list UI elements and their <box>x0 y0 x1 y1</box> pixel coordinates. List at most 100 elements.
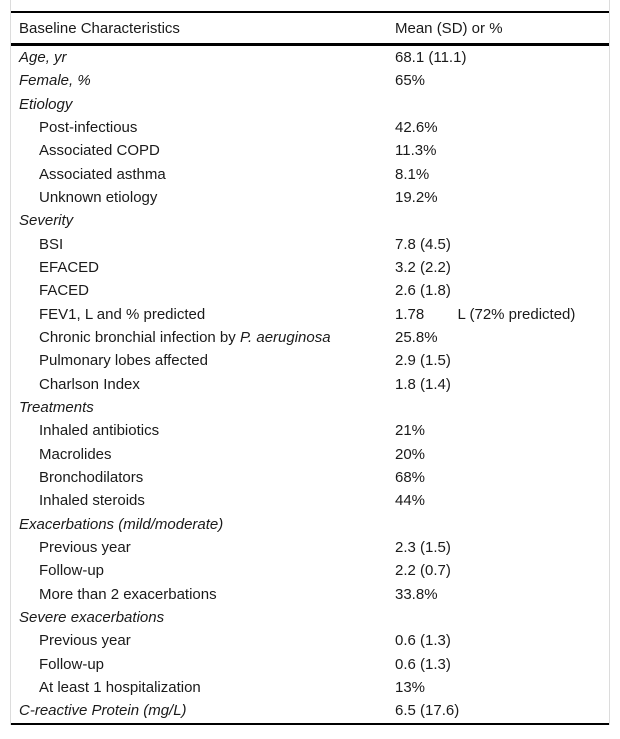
row-value: 7.8 (4.5) <box>395 235 451 253</box>
row-label-text: Unknown etiology <box>39 189 158 207</box>
row-label-text: Macrolides <box>39 445 112 463</box>
row-label: Inhaled antibiotics <box>11 422 395 439</box>
row-value: 42.6% <box>395 119 438 137</box>
table-row: Bronchodilators 68% <box>11 466 609 489</box>
row-label-text: Follow-up <box>39 655 105 673</box>
row-label-text: Charlson Index <box>39 375 140 393</box>
row-label-text: Etiology <box>19 95 73 113</box>
row-label-text: Female, % <box>19 72 91 90</box>
row-label: Previous year <box>11 632 395 649</box>
table-row: Associated asthma 8.1% <box>11 163 609 186</box>
row-label-text: BSI <box>39 235 64 253</box>
table-row: Unknown etiology 19.2% <box>11 186 609 209</box>
row-value: 1.78 L (72% predicted) <box>395 305 576 323</box>
row-label: Exacerbations (mild/moderate) <box>11 516 395 533</box>
table-row: Previous year 0.6 (1.3) <box>11 629 609 652</box>
row-label-text: At least 1 hospitalization <box>39 679 201 697</box>
table-row: Inhaled antibiotics 21% <box>11 419 609 442</box>
row-value: 0.6 (1.3) <box>395 655 451 673</box>
table-row: At least 1 hospitalization 13% <box>11 676 609 699</box>
row-label-text: Treatments <box>19 399 94 417</box>
row-label-text: Age, yr <box>19 49 67 67</box>
row-value: 19.2% <box>395 189 438 207</box>
table-row: Female, % 65% <box>11 69 609 92</box>
row-value: 0.6 (1.3) <box>395 632 451 650</box>
row-label-text: Exacerbations (mild/moderate) <box>19 515 224 533</box>
table-top-rule <box>11 11 609 13</box>
row-label: Age, yr <box>11 49 395 66</box>
top-spacer <box>11 0 609 11</box>
row-label: FACED <box>11 282 395 299</box>
row-value: 3.2 (2.2) <box>395 259 451 277</box>
row-label: Etiology <box>11 96 395 113</box>
row-label-text: FACED <box>39 282 90 300</box>
row-label-text: Inhaled antibiotics <box>39 422 160 440</box>
table-row: Post-infectious 42.6% <box>11 116 609 139</box>
row-label: Severity <box>11 212 395 229</box>
row-label: EFACED <box>11 259 395 276</box>
row-label: More than 2 exacerbations <box>11 586 395 603</box>
table-row: Follow-up 0.6 (1.3) <box>11 653 609 676</box>
table-row: FEV1, L and % predicted 1.78 L (72% pred… <box>11 303 609 326</box>
row-label: BSI <box>11 236 395 253</box>
table-body: Age, yr 68.1 (11.1) Female, % 65% Etiolo… <box>11 46 609 723</box>
row-label: Pulmonary lobes affected <box>11 352 395 369</box>
table-row: Exacerbations (mild/moderate) <box>11 513 609 536</box>
row-label: Follow-up <box>11 656 395 673</box>
table-row: Follow-up 2.2 (0.7) <box>11 559 609 582</box>
row-label: Post-infectious <box>11 119 395 136</box>
row-value: 1.8 (1.4) <box>395 375 451 393</box>
row-value: 25.8% <box>395 329 438 347</box>
row-label-text: EFACED <box>39 259 100 277</box>
row-label: Female, % <box>11 72 395 89</box>
row-label: FEV1, L and % predicted <box>11 306 395 323</box>
row-value: 2.6 (1.8) <box>395 282 451 300</box>
row-label-text: Previous year <box>39 632 131 650</box>
row-label-italic-text: P. aeruginosa <box>239 329 331 347</box>
table-row: Treatments <box>11 396 609 419</box>
row-label: Macrolides <box>11 446 395 463</box>
row-label-text: C-reactive Protein (mg/L) <box>19 702 187 720</box>
row-label-text: Severe exacerbations <box>19 609 165 627</box>
table-row: Macrolides 20% <box>11 443 609 466</box>
table-row: More than 2 exacerbations 33.8% <box>11 583 609 606</box>
row-label-text: Associated asthma <box>39 165 166 183</box>
table-row: Charlson Index 1.8 (1.4) <box>11 373 609 396</box>
column-header-characteristics: Baseline Characteristics <box>19 19 180 37</box>
row-label-text: Severity <box>19 212 74 230</box>
row-label: Unknown etiology <box>11 189 395 206</box>
row-label-text: Associated COPD <box>39 142 160 160</box>
row-label: Associated asthma <box>11 166 395 183</box>
row-label-text: Chronic bronchial infection by <box>39 329 240 347</box>
table-row: Age, yr 68.1 (11.1) <box>11 46 609 69</box>
row-value: 2.3 (1.5) <box>395 539 451 557</box>
row-label: Previous year <box>11 539 395 556</box>
row-value: 2.9 (1.5) <box>395 352 451 370</box>
row-value: 21% <box>395 422 426 440</box>
row-value: 8.1% <box>395 165 430 183</box>
table-header-row: Baseline Characteristics Mean (SD) or % <box>11 13 609 43</box>
table-bottom-rule <box>11 722 609 725</box>
row-value: 68.1 (11.1) <box>395 49 467 67</box>
table-row: Previous year 2.3 (1.5) <box>11 536 609 559</box>
row-label-text: Inhaled steroids <box>39 492 145 510</box>
row-value: 6.5 (17.6) <box>395 702 460 720</box>
table-row: C-reactive Protein (mg/L) 6.5 (17.6) <box>11 699 609 722</box>
row-value: 33.8% <box>395 585 438 603</box>
row-label-text: Previous year <box>39 539 131 557</box>
row-label: Treatments <box>11 399 395 416</box>
row-label: At least 1 hospitalization <box>11 679 395 696</box>
row-value: 13% <box>395 679 426 697</box>
table-row: Associated COPD 11.3% <box>11 139 609 162</box>
row-label: Inhaled steroids <box>11 492 395 509</box>
table-row: Inhaled steroids 44% <box>11 489 609 512</box>
row-label-text: FEV1, L and % predicted <box>39 305 206 323</box>
table-row: Severity <box>11 209 609 232</box>
row-value: 2.2 (0.7) <box>395 562 451 580</box>
row-label-text: Pulmonary lobes affected <box>39 352 208 370</box>
row-label: Chronic bronchial infection by P. aerugi… <box>11 329 395 346</box>
table-row: Pulmonary lobes affected 2.9 (1.5) <box>11 349 609 372</box>
column-header-values: Mean (SD) or % <box>395 19 503 37</box>
table-row: BSI 7.8 (4.5) <box>11 233 609 256</box>
